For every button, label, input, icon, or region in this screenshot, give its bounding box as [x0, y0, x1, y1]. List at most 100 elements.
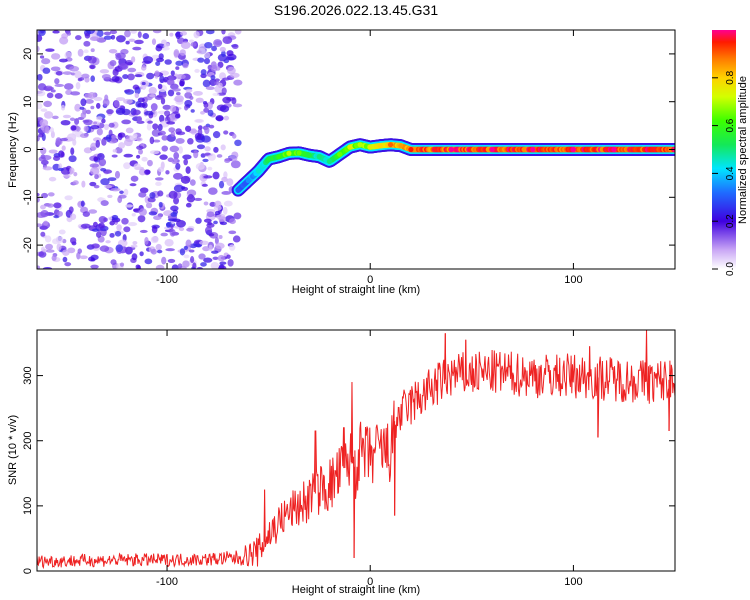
- noise-blob: [105, 134, 112, 142]
- noise-blob: [221, 176, 228, 183]
- ridge-point: [326, 158, 333, 165]
- noise-blob: [37, 192, 40, 197]
- noise-blob: [93, 184, 100, 189]
- noise-blob: [159, 154, 168, 160]
- noise-blob: [40, 147, 47, 155]
- noise-blob: [111, 154, 118, 158]
- noise-blob: [211, 250, 219, 254]
- noise-blob: [145, 202, 153, 209]
- noise-blob: [133, 208, 139, 212]
- noise-blob: [136, 145, 144, 150]
- noise-blob: [38, 156, 46, 162]
- noise-blob: [95, 102, 101, 109]
- noise-blob: [109, 232, 115, 238]
- noise-blob: [122, 74, 129, 80]
- noise-blob: [175, 73, 186, 80]
- noise-blob: [80, 200, 85, 207]
- noise-blob: [148, 211, 158, 216]
- noise-blob: [233, 212, 242, 220]
- noise-blob: [121, 217, 129, 225]
- noise-blob: [40, 210, 49, 218]
- noise-blob: [115, 244, 124, 253]
- noise-blob: [121, 108, 131, 116]
- noise-blob: [137, 115, 143, 123]
- ridge-point: [245, 177, 251, 184]
- noise-blob: [114, 100, 120, 108]
- noise-blob: [107, 216, 113, 221]
- noise-blob: [147, 159, 153, 167]
- noise-blob: [175, 31, 181, 40]
- noise-blob: [38, 133, 44, 138]
- ridge-point: [357, 142, 363, 148]
- noise-blob: [167, 218, 178, 222]
- noise-blob: [72, 180, 79, 185]
- noise-blob: [176, 92, 181, 96]
- noise-blob: [171, 158, 180, 165]
- noise-blob: [39, 119, 49, 127]
- noise-blob: [158, 114, 165, 123]
- noise-blob: [204, 41, 213, 49]
- noise-blob: [131, 213, 136, 217]
- noise-blob: [103, 123, 110, 131]
- noise-blob: [95, 30, 104, 38]
- noise-blob: [123, 162, 131, 170]
- noise-blob: [43, 220, 49, 226]
- noise-blob: [205, 30, 215, 35]
- noise-blob: [205, 86, 215, 91]
- noise-blob: [222, 36, 233, 45]
- noise-blob: [223, 115, 230, 121]
- noise-blob: [192, 262, 197, 269]
- noise-blob: [218, 216, 227, 222]
- noise-blob: [90, 258, 96, 262]
- figure-title: S196.2026.022.13.45.G31: [274, 2, 438, 18]
- noise-blob: [101, 118, 106, 124]
- noise-blob: [73, 171, 78, 177]
- noise-blob: [170, 212, 178, 217]
- colorbar-tick-label: 0.6: [725, 118, 736, 132]
- noise-blob: [227, 66, 236, 75]
- colorbar-tick-label: 0.8: [725, 70, 736, 84]
- noise-blob: [200, 262, 207, 267]
- noise-blob: [110, 134, 117, 140]
- noise-blob: [173, 197, 180, 205]
- noise-blob: [203, 257, 213, 263]
- noise-blob: [190, 42, 197, 47]
- ridge-point: [408, 146, 414, 153]
- noise-blob: [226, 50, 234, 57]
- noise-blob: [93, 96, 103, 102]
- noise-blob: [195, 163, 205, 170]
- noise-blob: [53, 202, 62, 209]
- noise-blob: [64, 195, 73, 201]
- ridge-point: [286, 150, 292, 156]
- noise-blob: [50, 130, 55, 139]
- noise-blob: [227, 259, 234, 267]
- noise-blob: [115, 97, 126, 102]
- noise-blob: [157, 190, 164, 197]
- noise-blob: [147, 120, 153, 124]
- noise-blob: [208, 244, 213, 252]
- noise-blob: [167, 89, 175, 97]
- snr-marks: [37, 330, 675, 570]
- noise-blob: [202, 158, 209, 163]
- noise-blob: [38, 250, 47, 258]
- noise-blob: [90, 264, 99, 269]
- noise-blob: [223, 130, 229, 135]
- noise-blob: [151, 225, 158, 234]
- noise-blob: [139, 229, 148, 233]
- noise-blob: [39, 55, 45, 59]
- noise-blob: [204, 57, 210, 65]
- noise-blob: [89, 167, 100, 176]
- colorbar-tick-label: 0.4: [725, 166, 736, 180]
- ridge-point: [377, 143, 383, 149]
- noise-blob: [85, 109, 91, 115]
- noise-blob: [182, 63, 189, 69]
- colorbar-gradient: [712, 30, 736, 269]
- noise-blob: [213, 220, 218, 225]
- noise-blob: [178, 227, 185, 232]
- noise-blob: [202, 246, 210, 252]
- noise-blob: [70, 213, 77, 220]
- noise-blob: [144, 236, 149, 245]
- noise-blob: [60, 137, 68, 142]
- noise-blob: [137, 97, 145, 103]
- noise-blob: [104, 184, 113, 189]
